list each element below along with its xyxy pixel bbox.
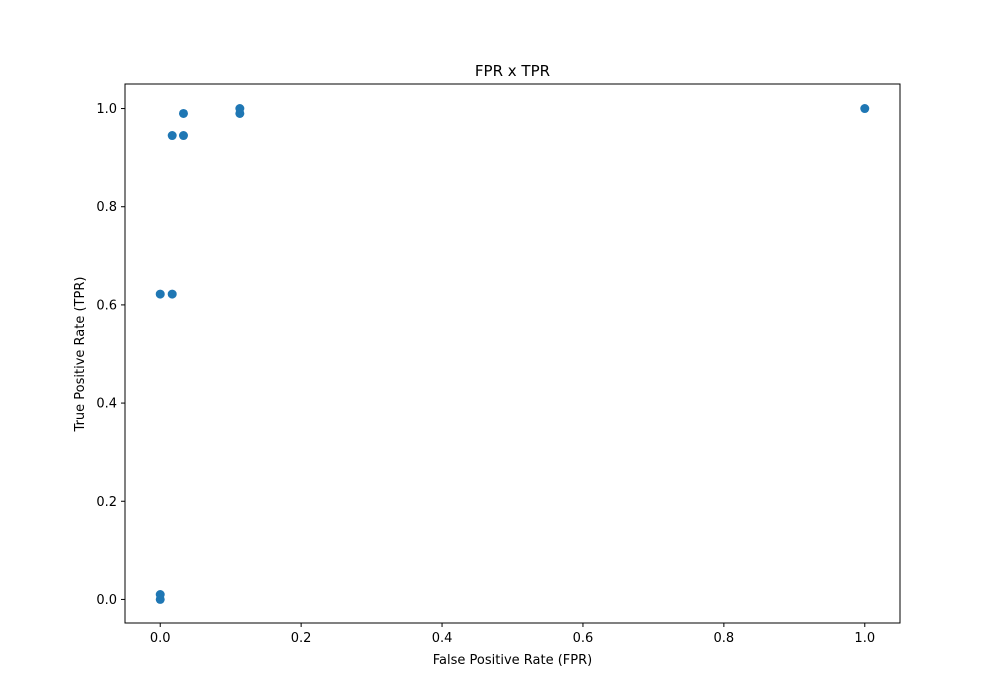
x-tick-label: 0.8 [714, 631, 735, 646]
data-point [155, 590, 165, 600]
y-tick-label: 0.4 [96, 397, 117, 412]
data-point [167, 131, 177, 141]
chart-title: FPR x TPR [475, 62, 550, 80]
data-point [860, 104, 870, 114]
x-axis-label: False Positive Rate (FPR) [433, 653, 592, 668]
x-axis-ticks: 0.0 0.2 0.4 0.6 0.8 1.0 [150, 623, 875, 646]
data-point [155, 289, 165, 299]
data-point [178, 131, 188, 141]
y-tick-label: 0.0 [96, 593, 117, 608]
y-tick-label: 1.0 [96, 102, 117, 117]
data-point [235, 104, 245, 114]
x-tick-label: 0.0 [150, 631, 171, 646]
y-axis-ticks: 0.0 0.2 0.4 0.6 0.8 1.0 [96, 102, 125, 608]
y-tick-label: 0.8 [96, 200, 117, 215]
y-axis-label: True Positive Rate (TPR) [73, 277, 88, 433]
x-tick-label: 0.6 [573, 631, 594, 646]
data-point [167, 289, 177, 299]
x-tick-label: 0.4 [432, 631, 453, 646]
x-tick-label: 1.0 [854, 631, 875, 646]
y-tick-label: 0.6 [96, 298, 117, 313]
plot-area-frame [124, 83, 901, 624]
data-point [178, 108, 188, 118]
y-tick-label: 0.2 [96, 495, 117, 510]
scatter-points [155, 104, 870, 604]
x-tick-label: 0.2 [291, 631, 312, 646]
